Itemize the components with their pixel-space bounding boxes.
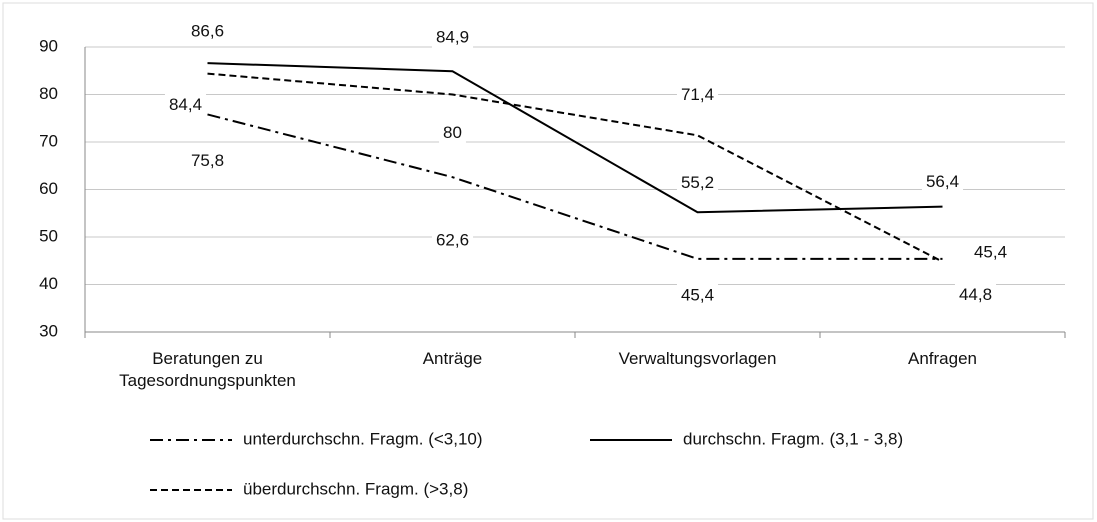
data-label: 80	[443, 123, 462, 142]
y-tick-label: 80	[39, 84, 58, 103]
label-bg	[921, 170, 964, 194]
legend-label: überdurchschn. Fragm. (>3,8)	[243, 479, 468, 498]
data-label: 45,4	[974, 242, 1007, 261]
y-tick-label: 70	[39, 131, 58, 150]
label-bg	[431, 228, 474, 252]
label-bg	[431, 25, 474, 49]
data-label: 84,4	[169, 95, 202, 114]
label-bg	[969, 240, 1012, 264]
y-tick-label: 90	[39, 36, 58, 55]
data-label: 55,2	[681, 173, 714, 192]
line	[207, 72, 943, 263]
label-bg	[186, 148, 229, 172]
x-tick-label: Anfragen	[908, 349, 977, 368]
data-label: 75,8	[191, 151, 224, 170]
y-tick-label: 60	[39, 179, 58, 198]
label-bg	[186, 19, 229, 43]
label-bg	[954, 283, 997, 307]
y-tick-label: 50	[39, 226, 58, 245]
label-bg	[676, 82, 719, 106]
label-bg	[164, 93, 207, 117]
y-tick-label: 30	[39, 321, 58, 340]
data-label: 84,9	[436, 28, 469, 47]
data-label: 44,8	[959, 285, 992, 304]
x-tick-label: Anträge	[422, 349, 483, 368]
label-bg	[439, 120, 466, 144]
data-label: 71,4	[681, 85, 714, 104]
legend-label: unterdurchschn. Fragm. (<3,10)	[243, 429, 483, 448]
x-tick-label: Verwaltungsvorlagen	[618, 349, 777, 368]
legend-label: durchschn. Fragm. (3,1 - 3,8)	[683, 429, 903, 448]
line	[207, 62, 943, 214]
label-bg	[676, 170, 719, 194]
data-label: 45,4	[681, 285, 714, 304]
line	[207, 113, 943, 260]
x-tick-label: Beratungen zu Tagesordnungspunkten	[119, 349, 296, 390]
data-label: 86,6	[191, 22, 224, 41]
data-label: 62,6	[436, 231, 469, 250]
y-tick-label: 40	[39, 274, 58, 293]
label-bg	[676, 283, 719, 307]
data-label: 56,4	[926, 172, 959, 191]
